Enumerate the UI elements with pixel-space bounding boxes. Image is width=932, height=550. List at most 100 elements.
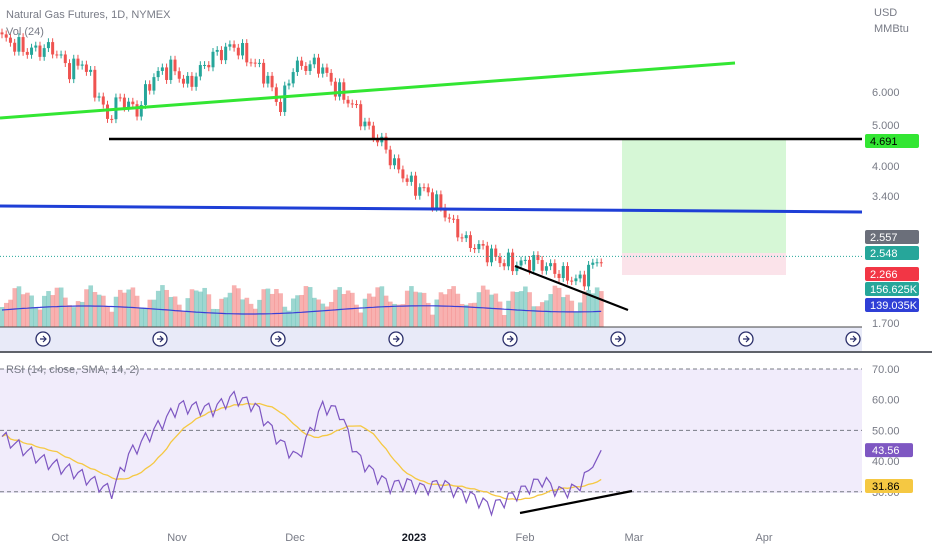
candle: [38, 41, 42, 61]
candle: [460, 233, 464, 243]
price-divergence-line: [514, 264, 629, 312]
candle: [17, 33, 21, 56]
volume-bar: [54, 287, 60, 327]
event-icons[interactable]: [35, 331, 861, 347]
candle: [219, 46, 223, 65]
candle: [245, 39, 249, 67]
candle: [553, 259, 557, 278]
rsi-ma-text: 31.86: [872, 481, 900, 493]
volume-bar: [33, 307, 39, 327]
volume-bar: [42, 295, 47, 327]
volume-bar: [240, 299, 245, 327]
volume-bar: [337, 287, 342, 327]
candle: [312, 53, 316, 69]
time-tick-label: Mar: [625, 532, 644, 544]
volume-bar: [383, 295, 389, 327]
candle: [249, 58, 253, 67]
volume-bar: [350, 292, 355, 327]
volume-bar: [354, 304, 359, 327]
unit-label: MMBtu: [874, 23, 909, 35]
rsi-divergence-line: [519, 489, 633, 515]
candle: [156, 67, 160, 82]
trendlines: [0, 61, 863, 312]
event-icon[interactable]: [388, 331, 404, 347]
candle: [515, 261, 519, 276]
volume-bar: [501, 315, 507, 327]
volume-bar: [299, 294, 305, 327]
event-icon[interactable]: [270, 331, 286, 347]
volume-bar: [278, 293, 283, 327]
volume-bar: [117, 289, 123, 327]
volume-bar: [172, 296, 178, 327]
candle: [177, 67, 181, 83]
candle: [464, 231, 468, 243]
volume-bar: [164, 289, 169, 327]
candle: [224, 42, 228, 65]
volume-bar: [404, 290, 410, 327]
volume-bar: [358, 312, 364, 327]
candle: [544, 262, 548, 275]
volume-bar: [143, 307, 148, 327]
event-icon[interactable]: [502, 331, 518, 347]
rsi-ma-badge: 31.86: [865, 479, 913, 493]
symbol-legend[interactable]: Natural Gas Futures, 1D, NYMEX: [6, 9, 171, 21]
volume-bar: [312, 297, 317, 327]
volume-bar: [84, 289, 89, 327]
price-label-text: 156.625K: [870, 284, 918, 296]
candle: [599, 258, 603, 267]
candle: [173, 55, 177, 76]
volume-bar: [421, 292, 427, 327]
candle: [215, 46, 219, 56]
volume-bar: [468, 303, 473, 327]
volume-bar: [316, 299, 321, 327]
candle: [392, 154, 396, 170]
candle: [4, 30, 8, 42]
volume-bar: [244, 297, 250, 327]
candle: [338, 78, 342, 101]
event-icon[interactable]: [738, 331, 754, 347]
volume-bar: [63, 297, 68, 327]
rsi-legend[interactable]: RSI (14, close, SMA, 14, 2): [6, 364, 140, 376]
price-label-badge: 139.035K: [865, 298, 919, 312]
event-icon[interactable]: [35, 331, 51, 347]
volume-bar: [552, 285, 558, 327]
candle: [274, 83, 278, 106]
candle: [418, 183, 422, 200]
event-icon[interactable]: [152, 331, 168, 347]
candle: [34, 41, 38, 52]
candle: [422, 183, 426, 192]
candle: [51, 38, 55, 59]
candlestick-series: [0, 28, 603, 291]
volume-bar: [539, 302, 545, 327]
candle: [333, 77, 337, 101]
candle: [241, 39, 245, 60]
candle: [401, 165, 405, 183]
volume-area: [0, 285, 604, 327]
candle: [0, 28, 4, 39]
candle: [498, 253, 502, 268]
rsi-tick-label: 50.00: [872, 425, 900, 437]
candle: [506, 248, 510, 271]
event-icon[interactable]: [610, 331, 626, 347]
candle: [186, 72, 190, 88]
candle: [63, 50, 67, 67]
event-icon[interactable]: [845, 331, 861, 347]
volume-bar: [396, 304, 402, 327]
volume-bar: [198, 291, 203, 327]
volume-bar: [459, 303, 465, 327]
candle: [536, 251, 540, 264]
candle: [194, 72, 198, 91]
price-label-text: 139.035K: [870, 300, 918, 312]
volume-bar: [58, 287, 64, 327]
volume-bar: [366, 293, 372, 327]
volume-legend[interactable]: Vol (24): [6, 26, 44, 38]
candle: [523, 256, 527, 265]
volume-bar: [548, 294, 553, 327]
volume-bar: [392, 303, 397, 327]
candle: [304, 62, 308, 75]
volume-bar: [92, 291, 98, 327]
volume-bar: [434, 299, 440, 327]
volume-bar: [16, 286, 22, 327]
candle: [354, 100, 358, 109]
